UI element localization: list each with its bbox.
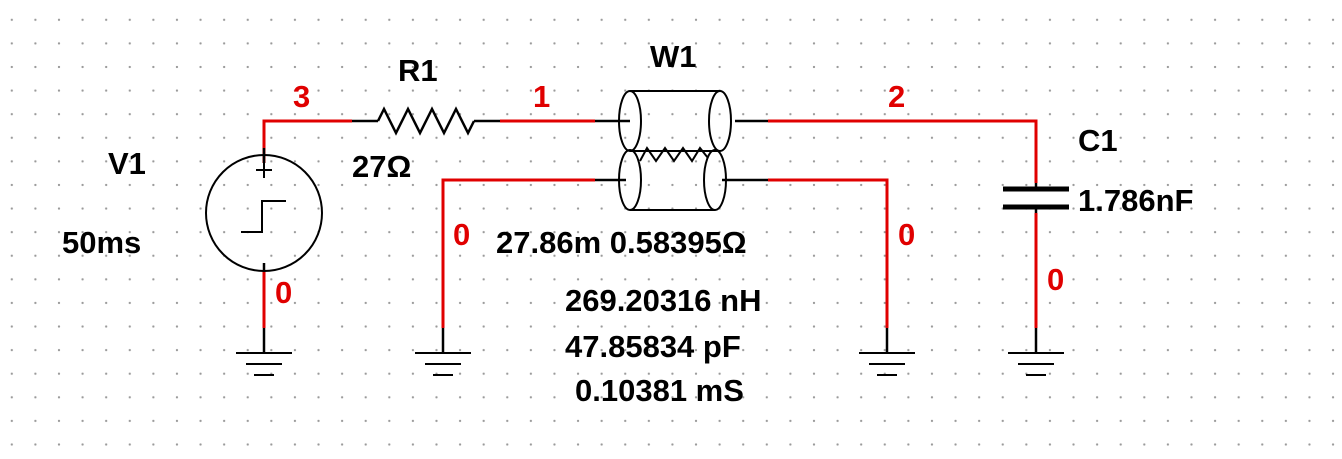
- r1-value-label: 27Ω: [352, 149, 411, 184]
- net-label: 0: [453, 217, 470, 252]
- w1-length-resistance-label: 27.86m 0.58395Ω: [496, 225, 747, 260]
- v1-step-source[interactable]: [205, 148, 323, 272]
- v1-value-label: 50ms: [62, 225, 141, 260]
- w1-conductance-label: 0.10381 mS: [575, 373, 744, 408]
- net-label: 1: [533, 79, 550, 114]
- w1-inductance-label: 269.20316 nH: [565, 283, 761, 318]
- ground-icon: [1008, 352, 1064, 376]
- r1-resistor[interactable]: [352, 106, 500, 136]
- c1-capacitor[interactable]: [1003, 183, 1069, 213]
- ground-icon: [236, 352, 292, 376]
- w1-ref-label: W1: [650, 39, 697, 74]
- net-label: 2: [888, 79, 905, 114]
- w1-transmission-line[interactable]: [595, 90, 768, 211]
- net-label: 3: [293, 79, 310, 114]
- step-waveform-icon: [241, 200, 286, 233]
- ground-icon: [415, 352, 471, 376]
- r1-ref-label: R1: [398, 53, 438, 88]
- w1-capacitance-label: 47.85834 pF: [565, 329, 741, 364]
- w1-right-ground-wire[interactable]: [768, 178, 889, 328]
- net-label: 0: [275, 275, 292, 310]
- net-label: 0: [1047, 262, 1064, 297]
- loss-zigzag-icon: [639, 146, 709, 163]
- v1-ref-label: V1: [108, 146, 146, 181]
- net-label: 0: [898, 217, 915, 252]
- net-2-wire[interactable]: [768, 119, 1038, 183]
- c1-ref-label: C1: [1078, 123, 1118, 158]
- c1-value-label: 1.786nF: [1078, 183, 1193, 218]
- ground-icon: [859, 352, 915, 376]
- w1-left-ground-wire[interactable]: [441, 178, 595, 328]
